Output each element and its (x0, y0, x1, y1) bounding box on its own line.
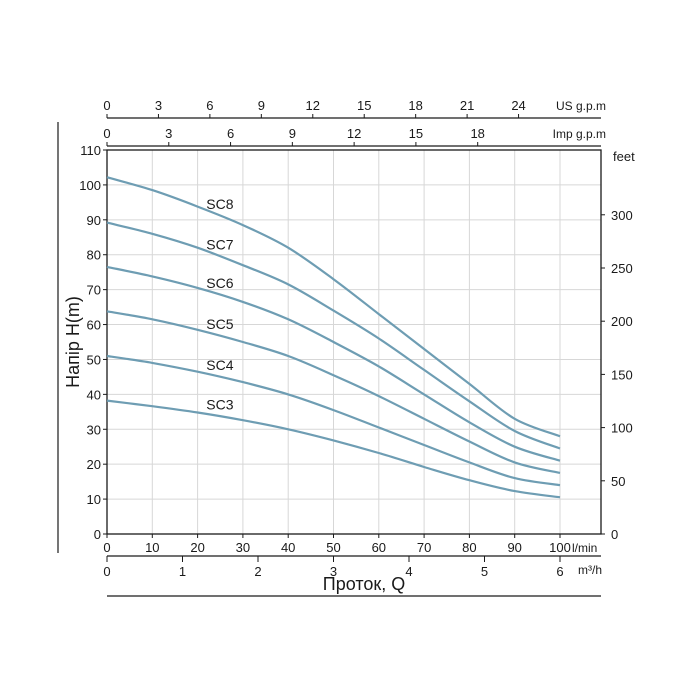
right-tick-label: 150 (611, 367, 633, 382)
right-tick-label: 300 (611, 208, 633, 223)
right-tick-label: 200 (611, 314, 633, 329)
y-axis-title: Напір H(m) (63, 296, 83, 388)
x-tick-label: 30 (236, 540, 250, 555)
axes: 0102030405060708090100110050100150200250… (57, 98, 635, 597)
top-us-tick-label: 18 (408, 98, 422, 113)
grid (107, 150, 601, 534)
right-tick-label: 50 (611, 474, 625, 489)
top-us-tick-label: 24 (511, 98, 525, 113)
y-tick-label: 70 (87, 283, 101, 298)
y-tick-label: 40 (87, 387, 101, 402)
top-imp-tick-label: 18 (470, 126, 484, 141)
x2-axis-unit: m³/h (578, 563, 602, 577)
top-us-tick-label: 3 (155, 98, 162, 113)
x-tick-label: 50 (326, 540, 340, 555)
x2-tick-label: 6 (556, 564, 563, 579)
y-tick-label: 0 (94, 527, 101, 542)
x-tick-label: 70 (417, 540, 431, 555)
curve-labels: SC8 SC7 SC6 SC5 SC4 SC3 (206, 196, 233, 413)
x-tick-label: 10 (145, 540, 159, 555)
curve-label-sc8: SC8 (206, 196, 233, 212)
curves (106, 176, 561, 499)
x2-tick-label: 4 (405, 564, 412, 579)
x-tick-label: 100 (549, 540, 571, 555)
x-axis-unit: l/min (572, 541, 597, 555)
top-imp-tick-label: 12 (347, 126, 361, 141)
curve-label-sc7: SC7 (206, 236, 233, 252)
y-tick-label: 90 (87, 213, 101, 228)
curve-label-sc4: SC4 (206, 357, 233, 373)
curve-sc7 (106, 221, 561, 450)
top-us-axis-unit: US g.p.m (556, 99, 606, 113)
curve-sc4 (106, 354, 561, 487)
top-us-tick-label: 0 (103, 98, 110, 113)
top-imp-tick-label: 6 (227, 126, 234, 141)
top-imp-tick-label: 15 (409, 126, 423, 141)
curve-label-sc6: SC6 (206, 275, 233, 291)
top-us-tick-label: 12 (306, 98, 320, 113)
x2-tick-label: 5 (481, 564, 488, 579)
x-tick-label: 60 (372, 540, 386, 555)
right-tick-label: 100 (611, 421, 633, 436)
x-tick-label: 40 (281, 540, 295, 555)
top-imp-axis-unit: Imp g.p.m (553, 127, 606, 141)
x-tick-label: 0 (103, 540, 110, 555)
x-tick-label: 20 (190, 540, 204, 555)
x2-tick-label: 2 (254, 564, 261, 579)
right-tick-label: 0 (611, 527, 618, 542)
right-axis-unit: feet (613, 149, 635, 164)
y-tick-label: 60 (87, 318, 101, 333)
curve-sc6 (106, 265, 561, 462)
y-tick-label: 80 (87, 248, 101, 263)
top-us-tick-label: 9 (258, 98, 265, 113)
right-tick-label: 250 (611, 261, 633, 276)
x-tick-label: 90 (507, 540, 521, 555)
top-imp-tick-label: 9 (289, 126, 296, 141)
curve-label-sc5: SC5 (206, 316, 233, 332)
top-us-tick-label: 21 (460, 98, 474, 113)
y-tick-label: 10 (87, 492, 101, 507)
top-us-tick-label: 6 (206, 98, 213, 113)
y-tick-label: 110 (80, 143, 101, 158)
x2-tick-label: 3 (330, 564, 337, 579)
plot-frame (106, 149, 602, 535)
y-tick-label: 50 (87, 352, 101, 367)
x-tick-label: 80 (462, 540, 476, 555)
top-imp-tick-label: 0 (103, 126, 110, 141)
x-axis-title: Проток, Q (323, 574, 406, 594)
curve-label-sc3: SC3 (206, 396, 233, 412)
y-tick-label: 30 (87, 422, 101, 437)
y-tick-label: 100 (79, 178, 101, 193)
curve-sc5 (106, 310, 561, 474)
top-imp-tick-label: 3 (165, 126, 172, 141)
curve-sc3 (106, 399, 561, 499)
curve-sc8 (106, 176, 561, 438)
y-tick-label: 20 (87, 457, 101, 472)
top-us-tick-label: 15 (357, 98, 371, 113)
x2-tick-label: 1 (179, 564, 186, 579)
x2-tick-label: 0 (103, 564, 110, 579)
